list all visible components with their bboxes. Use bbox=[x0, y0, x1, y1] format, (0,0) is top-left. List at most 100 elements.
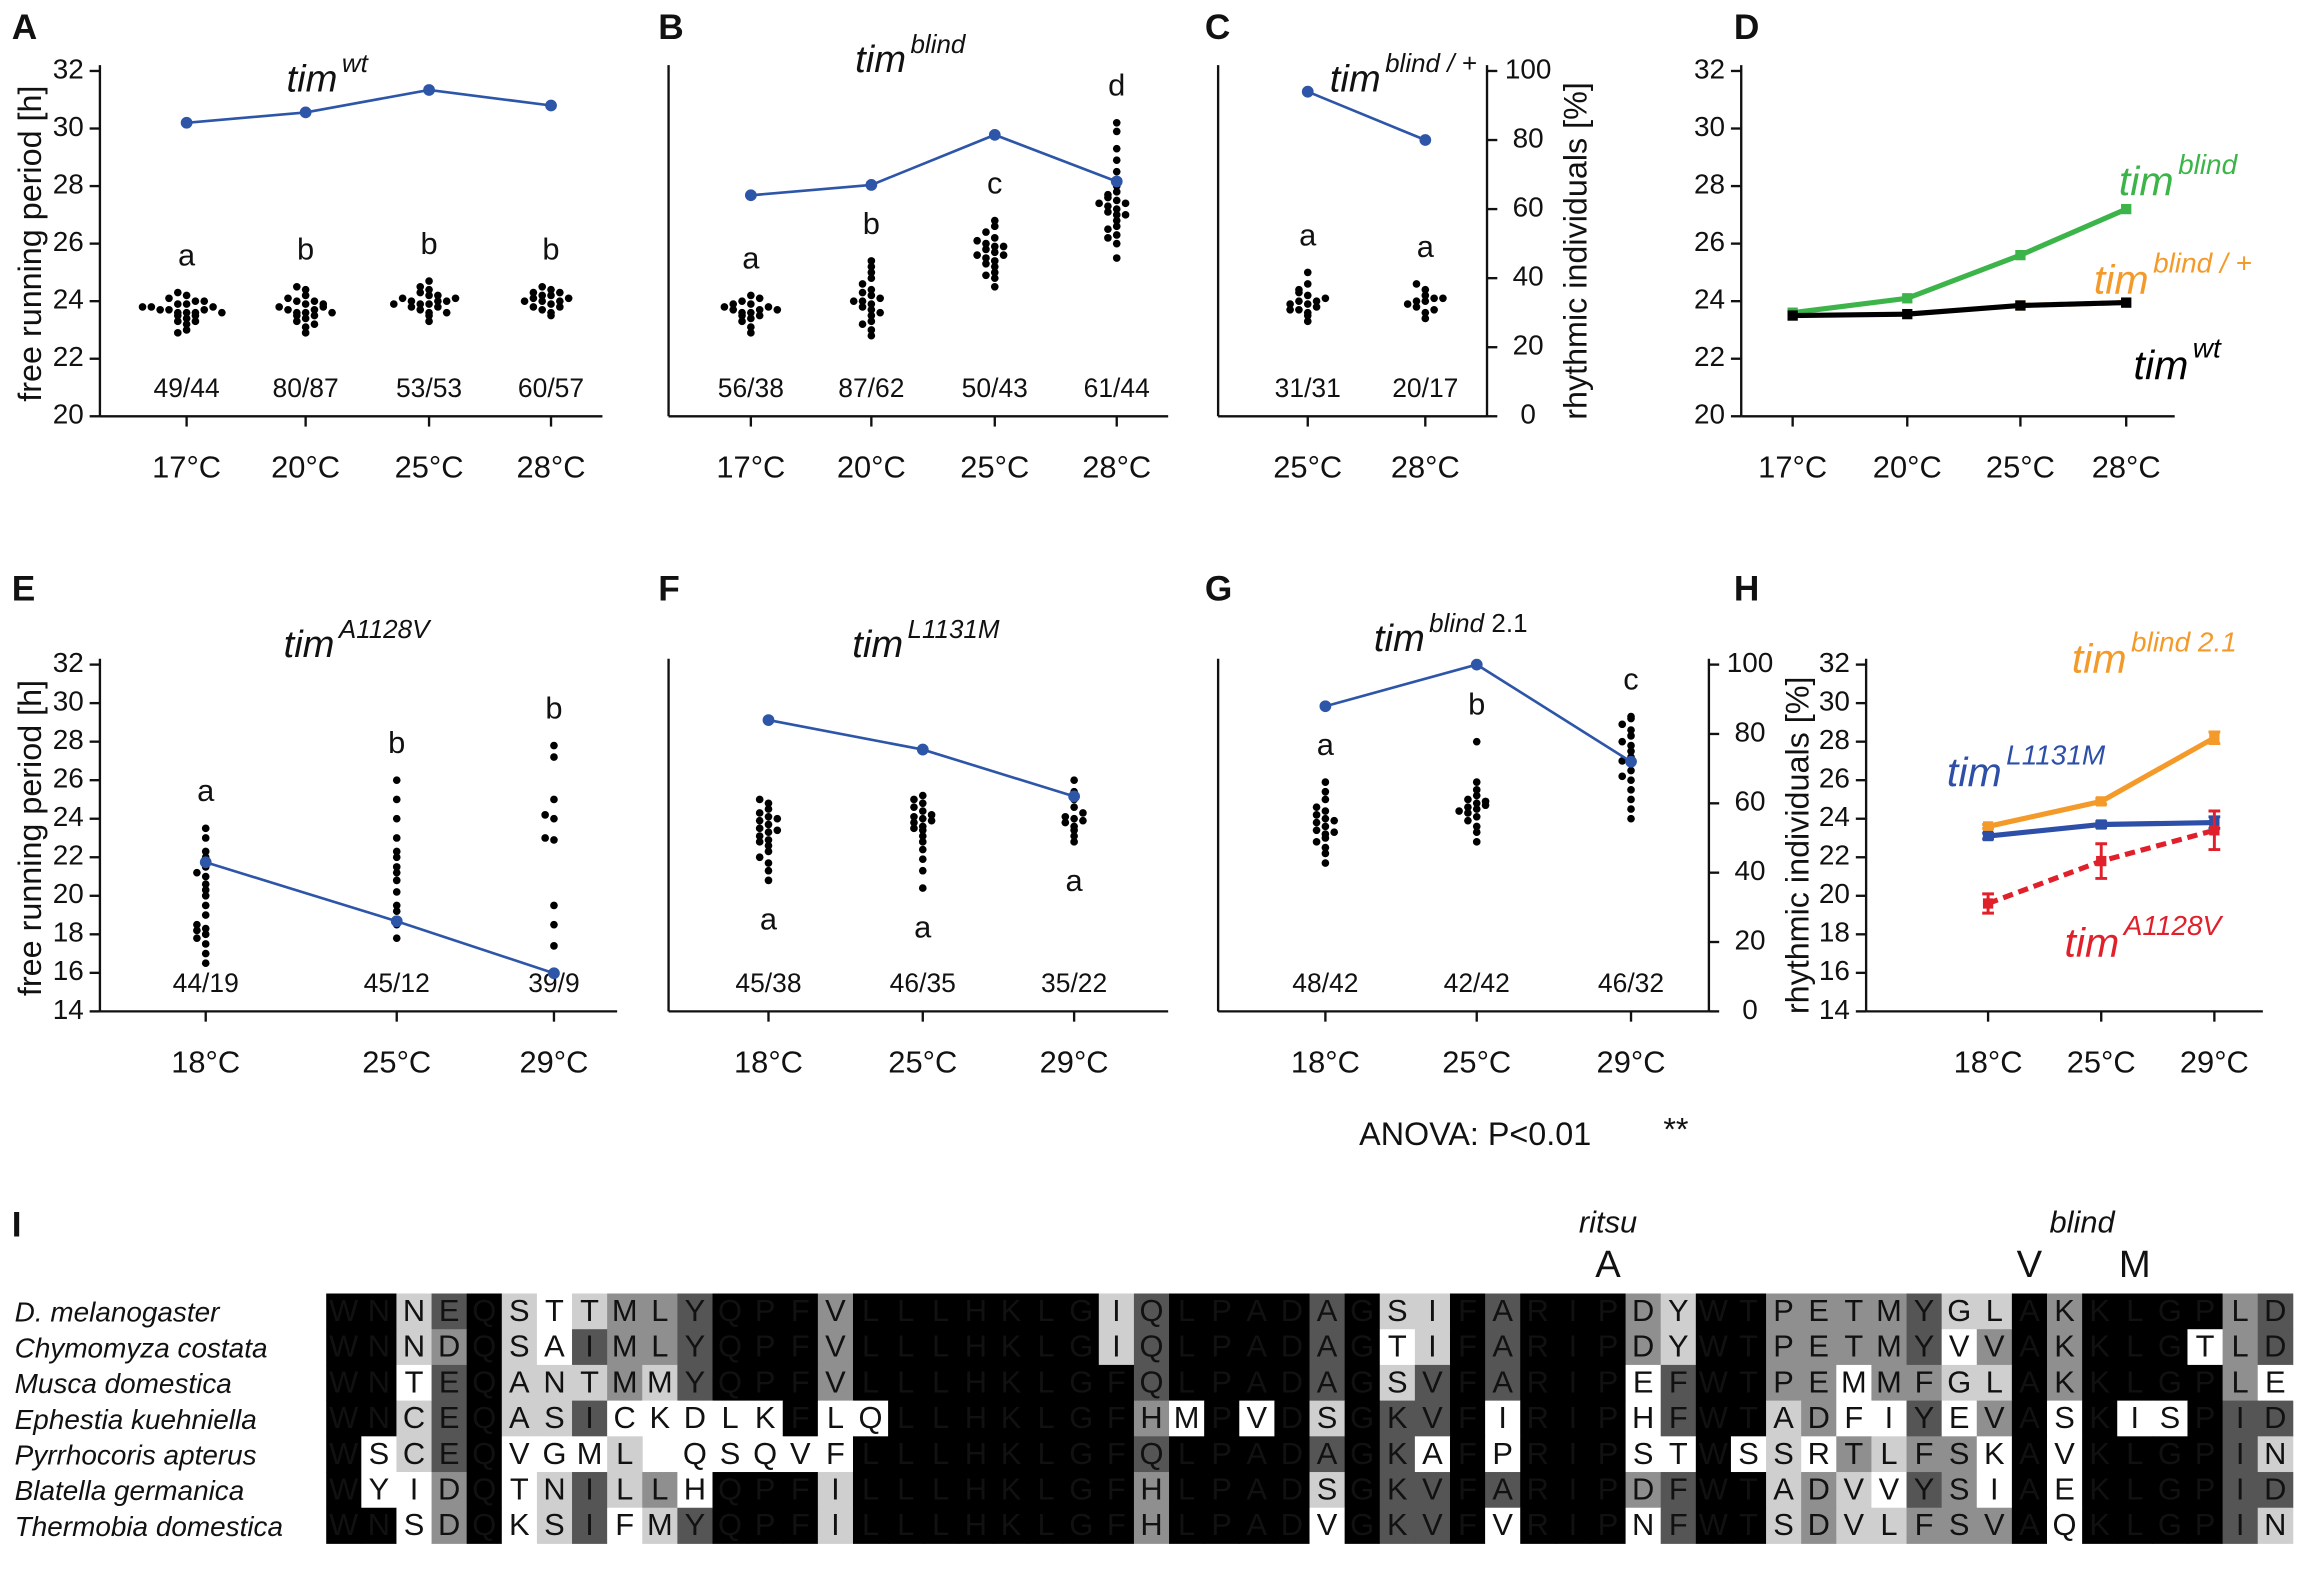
residue-cell bbox=[1028, 1293, 1065, 1330]
residue: V bbox=[1949, 1329, 1970, 1364]
residue: P bbox=[1773, 1293, 1794, 1328]
data-dot bbox=[982, 239, 990, 248]
residue-cell bbox=[1028, 1329, 1065, 1366]
residue-cell bbox=[1133, 1507, 1170, 1544]
residue: A bbox=[544, 1329, 565, 1364]
residue-cell bbox=[677, 1400, 713, 1437]
residue: G bbox=[1350, 1400, 1374, 1435]
residue: F bbox=[1458, 1507, 1477, 1542]
allele: blind bbox=[1429, 608, 1485, 638]
data-dot bbox=[910, 818, 918, 827]
residue: I bbox=[1569, 1329, 1578, 1364]
residue-cell bbox=[1098, 1293, 1135, 1330]
data-dot bbox=[1430, 305, 1438, 314]
residue-cell bbox=[1660, 1329, 1697, 1366]
residue-cell bbox=[607, 1507, 643, 1544]
rhythmic-point bbox=[916, 743, 929, 756]
residue-cell bbox=[852, 1329, 889, 1366]
residue-cell bbox=[888, 1329, 924, 1366]
residue: D bbox=[1632, 1293, 1654, 1328]
group-letter: a bbox=[197, 773, 215, 808]
data-dot bbox=[858, 288, 867, 297]
residue: H bbox=[965, 1293, 987, 1328]
data-dot bbox=[292, 308, 301, 317]
residue: H bbox=[965, 1329, 987, 1364]
residue: P bbox=[1211, 1436, 1232, 1471]
residue: A bbox=[1422, 1436, 1443, 1471]
residue: I bbox=[1112, 1329, 1121, 1364]
residue: W bbox=[329, 1400, 358, 1435]
residue-cell bbox=[1801, 1364, 1837, 1402]
residue-cell bbox=[712, 1400, 749, 1437]
residue: P bbox=[1492, 1436, 1513, 1471]
residue-cell bbox=[2082, 1400, 2118, 1437]
residue: L bbox=[1178, 1472, 1195, 1507]
residue-cell bbox=[1274, 1293, 1310, 1330]
residue-cell bbox=[782, 1472, 819, 1509]
residue-cell bbox=[1836, 1293, 1872, 1330]
y-tick-label: 28 bbox=[53, 168, 84, 199]
residue: S bbox=[509, 1293, 530, 1328]
residue: A bbox=[1247, 1472, 1268, 1507]
residue: T bbox=[405, 1364, 424, 1399]
data-dot bbox=[209, 303, 217, 311]
data-dot bbox=[747, 314, 755, 323]
residue: K bbox=[2089, 1472, 2110, 1507]
residue-cell bbox=[1098, 1400, 1135, 1437]
data-dot bbox=[755, 853, 764, 862]
residue: E bbox=[439, 1293, 460, 1328]
sample-count: 45/12 bbox=[364, 968, 430, 998]
sample-count: 80/87 bbox=[273, 373, 339, 403]
allele: blind bbox=[2178, 149, 2239, 180]
residue-cell bbox=[1239, 1472, 1275, 1509]
residue: T bbox=[1739, 1364, 1758, 1399]
residue-cell bbox=[1063, 1400, 1100, 1437]
data-dot bbox=[1472, 786, 1481, 794]
data-dot bbox=[182, 291, 191, 300]
residue-cell bbox=[1871, 1329, 1907, 1366]
data-dot bbox=[425, 308, 433, 317]
residue: A bbox=[1492, 1293, 1513, 1328]
data-dot bbox=[301, 308, 310, 317]
residue: G bbox=[1069, 1293, 1093, 1328]
residue-cell bbox=[1309, 1293, 1346, 1330]
residue: A bbox=[2019, 1472, 2040, 1507]
residue-cell bbox=[958, 1472, 994, 1509]
residue-cell bbox=[536, 1400, 573, 1437]
residue: G bbox=[1069, 1472, 1093, 1507]
data-dot bbox=[201, 872, 210, 881]
data-dot bbox=[738, 308, 746, 317]
y-tick-label: 26 bbox=[1694, 226, 1725, 257]
residue-cell bbox=[326, 1507, 362, 1544]
residue: F bbox=[1669, 1472, 1688, 1507]
residue: C bbox=[403, 1400, 425, 1435]
residue-cell bbox=[1836, 1400, 1872, 1437]
data-dot bbox=[729, 305, 738, 314]
residue: N bbox=[1632, 1507, 1654, 1542]
residue-cell bbox=[2257, 1507, 2294, 1544]
residue-cell bbox=[677, 1436, 713, 1473]
residue-cell bbox=[1063, 1472, 1100, 1509]
residue-cell bbox=[1485, 1329, 1521, 1366]
residue: F bbox=[1458, 1400, 1477, 1435]
residue-cell bbox=[958, 1436, 994, 1473]
data-dot bbox=[275, 303, 284, 311]
data-dot bbox=[1070, 776, 1078, 785]
residue: L bbox=[932, 1400, 949, 1435]
residue: W bbox=[329, 1364, 358, 1399]
y-tick-label: 20 bbox=[53, 399, 84, 430]
residue-cell bbox=[607, 1400, 643, 1437]
y-tick-label: 32 bbox=[53, 647, 84, 678]
data-dot bbox=[990, 242, 999, 251]
residue: E bbox=[1808, 1329, 1829, 1364]
gene-name: tim bbox=[287, 57, 338, 100]
data-dot bbox=[1303, 268, 1312, 277]
residue: C bbox=[614, 1400, 636, 1435]
residue: S bbox=[544, 1507, 565, 1542]
residue: D bbox=[684, 1400, 706, 1435]
data-dot bbox=[1464, 809, 1472, 817]
data-dot bbox=[1627, 786, 1635, 794]
residue-cell bbox=[1414, 1436, 1451, 1473]
residue: T bbox=[1669, 1436, 1688, 1471]
data-dot bbox=[982, 271, 990, 280]
